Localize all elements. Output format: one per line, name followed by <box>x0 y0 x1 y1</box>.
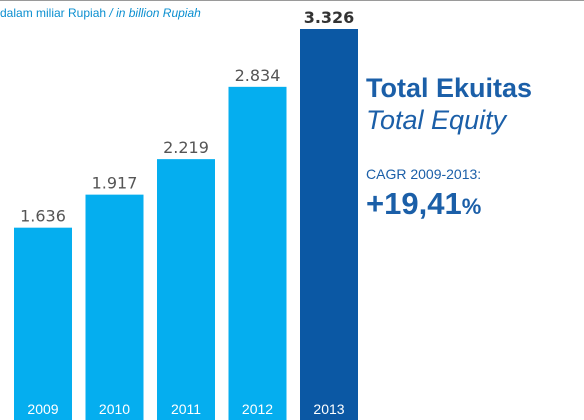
unit-note: dalam miliar Rupiah / in billion Rupiah <box>0 6 201 20</box>
year-label-2012: 2012 <box>242 401 273 417</box>
cagr-value: +19,41% <box>366 186 481 222</box>
value-label-2013: 3.326 <box>304 8 355 27</box>
title-en: Total Equity <box>366 105 507 135</box>
bar-2009 <box>14 227 72 420</box>
value-label-2011: 2.219 <box>163 138 209 157</box>
top-divider <box>0 0 584 1</box>
unit-note-en: in billion Rupiah <box>116 6 201 20</box>
bar-2011 <box>157 159 215 420</box>
value-label-2012: 2.834 <box>235 66 281 85</box>
cagr-percent: % <box>461 194 482 219</box>
cagr-label: CAGR 2009-2013: <box>366 166 482 182</box>
bar-2010 <box>85 194 144 420</box>
unit-note-id: dalam miliar Rupiah <box>0 6 107 20</box>
value-label-2009: 1.636 <box>20 207 66 226</box>
cagr-number: +19,41 <box>366 186 462 221</box>
year-label-2009: 2009 <box>27 401 58 417</box>
bar-2013 <box>300 29 358 420</box>
year-label-2010: 2010 <box>99 401 130 417</box>
title-id: Total Ekuitas <box>366 73 533 103</box>
title-block: Total Ekuitas Total Equity <box>366 72 532 136</box>
unit-note-separator: / <box>109 6 113 20</box>
bar-2012 <box>228 86 287 420</box>
year-label-2011: 2011 <box>171 401 201 417</box>
year-label-2013: 2013 <box>313 401 344 417</box>
value-label-2010: 1.917 <box>92 174 138 193</box>
